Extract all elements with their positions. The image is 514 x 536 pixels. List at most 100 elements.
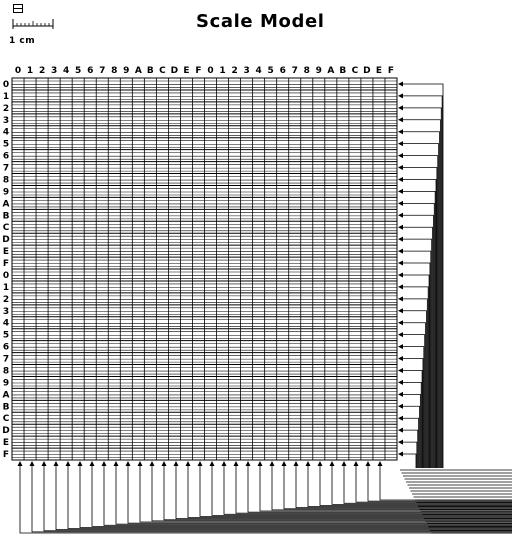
column-label: 6 [87,66,93,76]
row-arrow-head [398,415,403,421]
row-label: 0 [3,80,9,90]
column-arrow-head [17,461,23,466]
row-arrow [400,167,438,468]
column-arrow-head [233,461,239,466]
column-arrow [343,463,512,504]
column-label: 4 [256,66,262,76]
column-arrow-head [185,461,191,466]
column-arrow-head [89,461,95,466]
row-arrow-head [398,320,403,326]
row-label: 9 [3,378,9,388]
column-label: B [339,66,346,76]
row-label: 2 [3,104,9,114]
row-arrow-head [398,379,403,385]
column-arrow [271,463,512,511]
row-arrow-head [398,439,403,445]
row-arrow [400,393,421,468]
row-label: D [2,426,9,436]
column-arrow-head [173,461,179,466]
column-arrow-head [269,461,275,466]
row-arrow [400,382,422,468]
row-label: C [3,414,10,424]
column-arrow [355,463,512,503]
column-label: A [135,66,142,76]
column-arrow [223,463,512,515]
column-arrow [55,463,512,531]
column-label: 4 [63,66,69,76]
column-arrow [91,463,512,527]
row-arrow [400,429,419,468]
column-label: 6 [280,66,286,76]
column-arrow-head [329,461,335,466]
column-arrow-head [137,461,143,466]
column-label: 2 [39,66,45,76]
row-arrow-head [398,356,403,362]
column-arrow-head [29,461,35,466]
column-arrow [31,463,512,533]
column-arrow-head [161,461,167,466]
column-arrow-head [281,461,287,466]
row-arrow [400,95,443,468]
column-arrow-head [305,461,311,466]
row-arrow-head [398,165,403,171]
row-arrow-head [398,308,403,314]
row-label: 3 [3,307,9,317]
row-arrow-head [398,117,403,123]
column-label: 7 [99,66,105,76]
row-arrow [400,334,426,468]
column-arrow [307,463,512,507]
column-label: F [195,66,201,76]
row-arrow [400,262,431,468]
row-arrow [400,107,442,468]
row-arrow-head [398,344,403,350]
column-arrows [17,461,512,534]
row-arrow [400,250,432,468]
row-arrow-head [398,248,403,254]
row-label: 3 [3,116,9,126]
column-arrow-head [77,461,83,466]
row-arrow-head [398,224,403,230]
column-arrow-head [317,461,323,466]
column-arrow-head [245,461,251,466]
row-arrow [400,83,444,468]
column-label: D [171,66,178,76]
column-arrow [151,463,512,522]
row-label: 9 [3,187,9,197]
column-arrow [379,463,512,501]
column-arrow-head [149,461,155,466]
column-label: 0 [15,66,21,76]
column-label: C [352,66,359,76]
column-arrow [367,463,512,502]
row-arrow [400,346,425,468]
column-arrow [103,463,512,526]
column-arrow [127,463,512,524]
column-arrow-head [101,461,107,466]
page-title: Scale Model [196,11,325,32]
row-arrow [400,143,440,468]
column-arrow [235,463,512,514]
scale-cell-sample [13,4,23,13]
row-label: 6 [3,152,9,162]
row-label: E [3,438,9,448]
row-label: 5 [3,331,9,341]
column-label: 8 [304,66,310,76]
row-arrow-head [398,93,403,99]
column-arrow [247,463,512,513]
row-label: 8 [3,366,9,376]
column-label: 5 [268,66,274,76]
column-arrow-head [353,461,359,466]
column-arrow [19,463,512,534]
column-arrow [259,463,512,512]
row-arrow [400,286,429,468]
row-arrow-head [398,272,403,278]
row-label: 2 [3,295,9,305]
row-label: E [3,247,9,257]
row-label: 1 [3,92,9,102]
row-arrow-head [398,367,403,373]
row-label: 4 [3,319,9,329]
row-arrow-head [398,129,403,135]
row-arrow-head [398,153,403,159]
